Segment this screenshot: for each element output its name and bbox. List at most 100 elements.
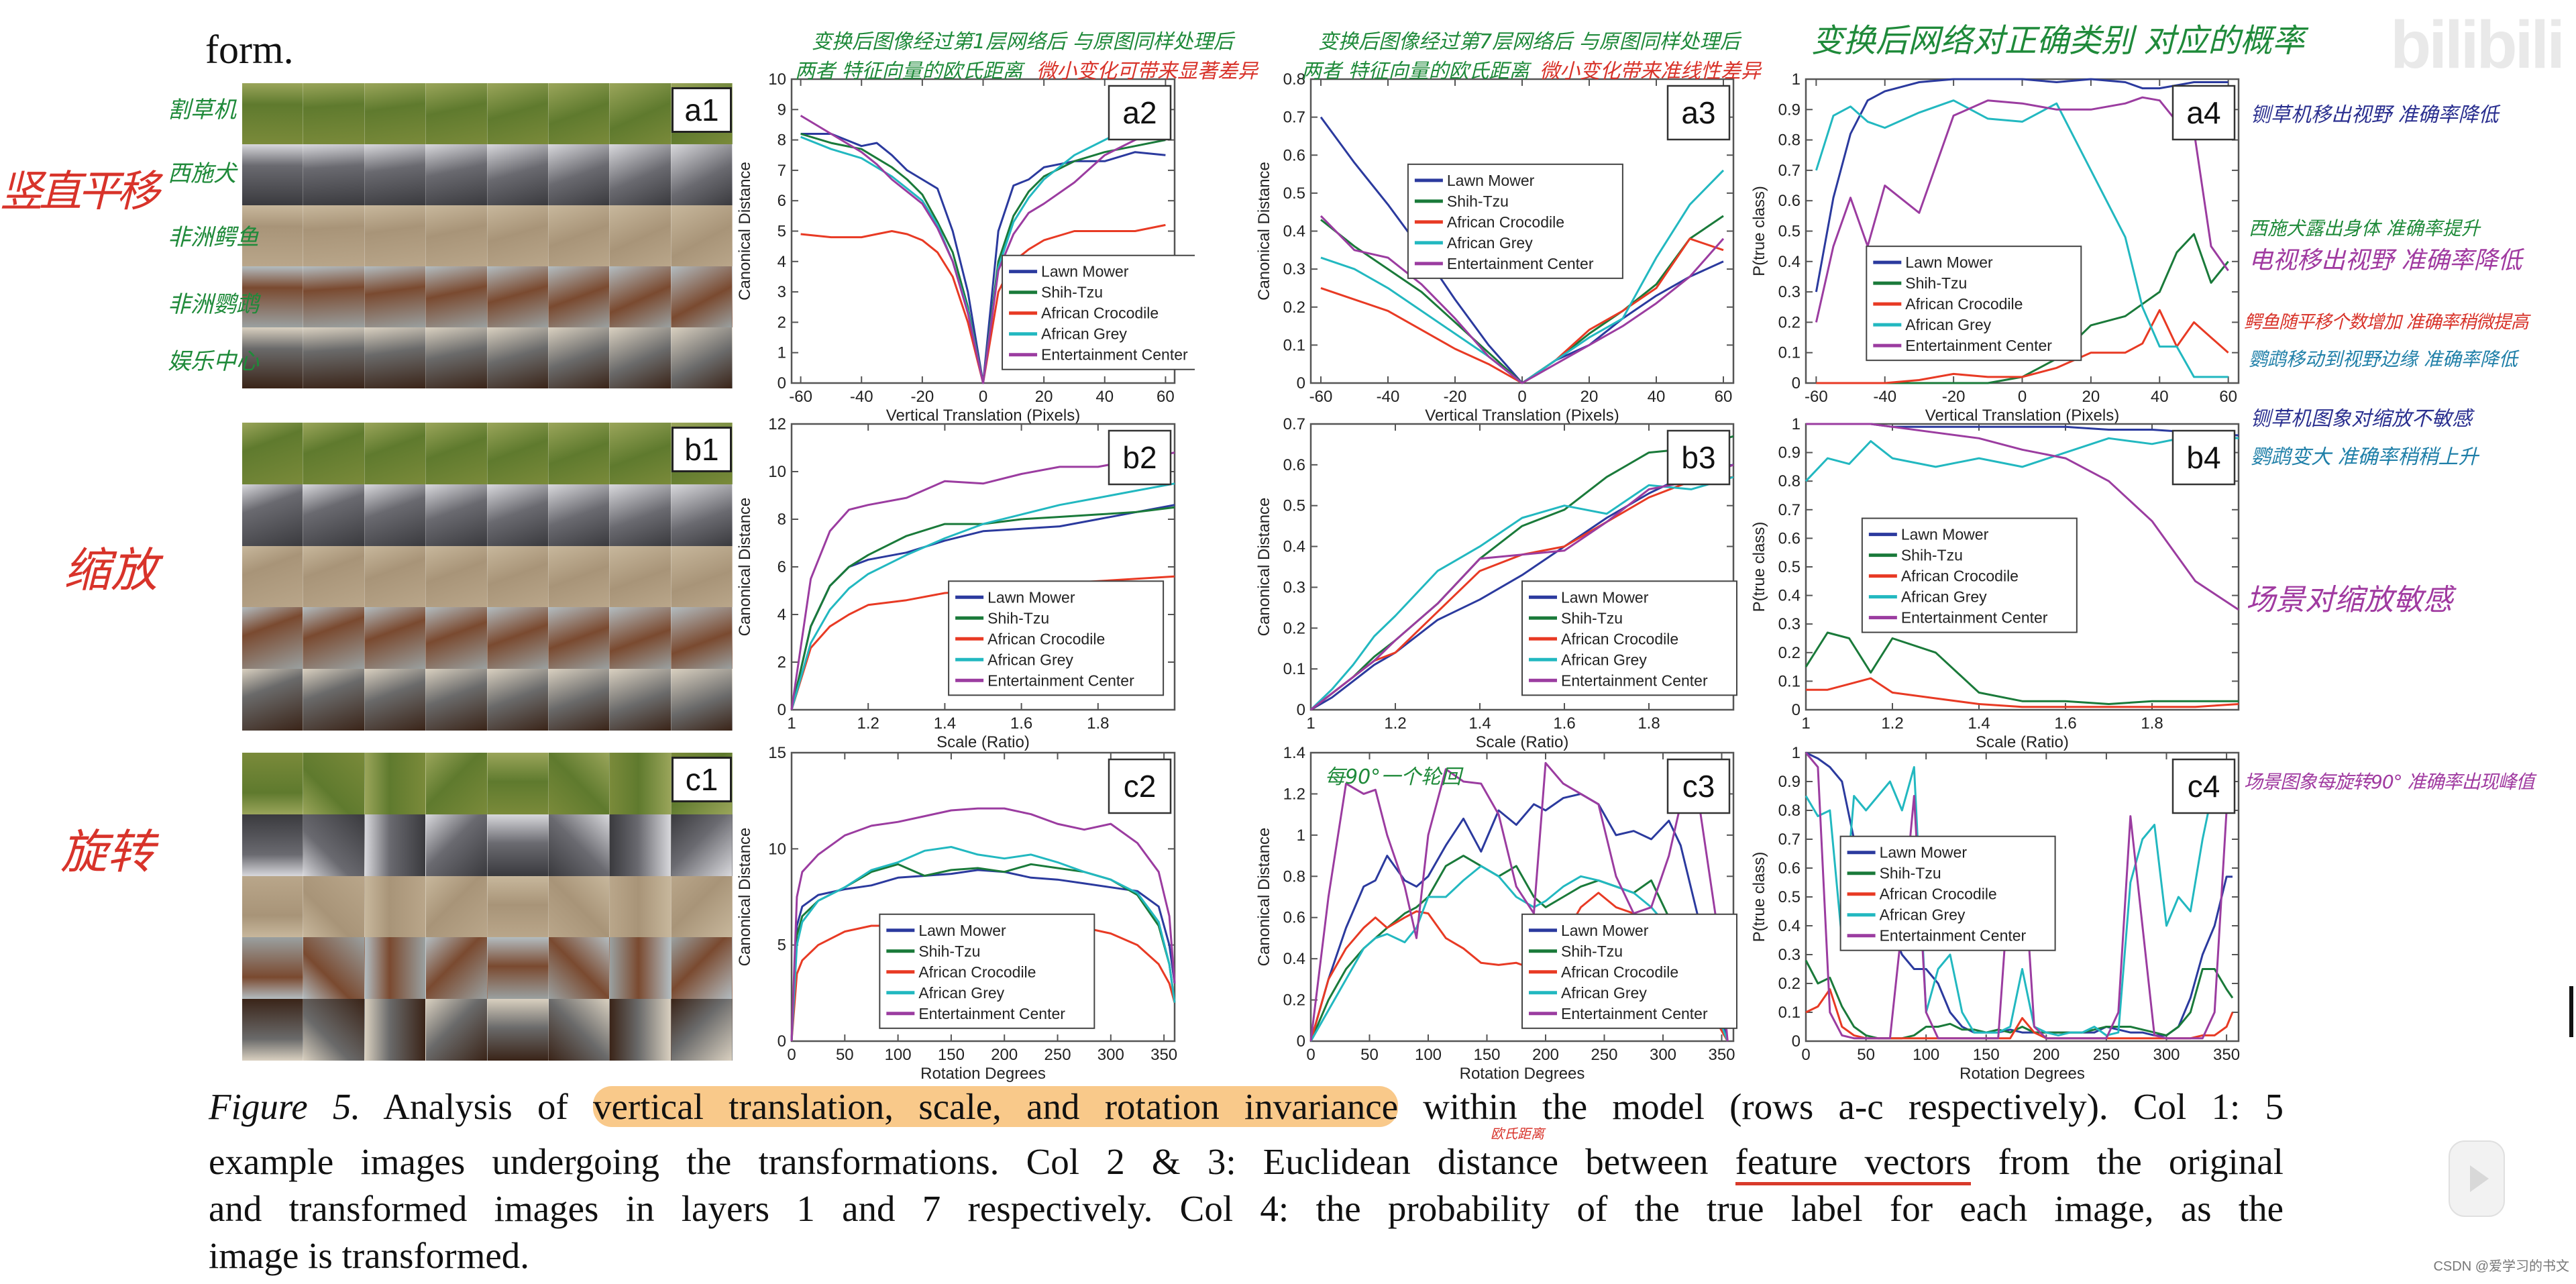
caption-line: and transformed images in layers 1 and 7… xyxy=(209,1188,2284,1229)
example-image-thumbnail xyxy=(426,327,488,388)
series-line-entertainment-center xyxy=(1310,464,1734,711)
example-image-thumbnail xyxy=(487,937,549,1000)
legend-entry: Shih-Tzu xyxy=(1561,609,1623,627)
y-tick-label: 0.4 xyxy=(1778,587,1801,605)
example-image-thumbnail xyxy=(610,875,672,938)
y-tick-label: 0.8 xyxy=(1778,472,1801,490)
a4-note: 西施犬露出身体 准确率提升 xyxy=(2249,217,2480,239)
play-button[interactable] xyxy=(2449,1140,2505,1217)
legend-entry: African Grey xyxy=(1905,316,1991,333)
csdn-watermark: CSDN @爱学习的书文 xyxy=(2433,1259,2569,1274)
row-label-rotation: 旋转 xyxy=(60,824,154,879)
x-tick-label: 50 xyxy=(1360,1046,1379,1064)
series-line-african-grey xyxy=(1805,766,2234,1036)
legend-entry: Entertainment Center xyxy=(1041,346,1188,364)
legend-entry: African Grey xyxy=(1447,234,1533,252)
example-image-thumbnail xyxy=(548,144,610,205)
b4-note: 场景对缩放敏感 xyxy=(2246,583,2453,617)
panel-label: b2 xyxy=(1122,440,1157,475)
example-image-thumbnail xyxy=(487,669,549,731)
example-image-thumbnail xyxy=(671,814,733,876)
x-tick-label: 100 xyxy=(1415,1046,1442,1064)
x-tick-label: 1.6 xyxy=(1010,714,1032,733)
legend-entry: African Crocodile xyxy=(1447,213,1564,231)
y-tick-label: 0.6 xyxy=(1283,909,1305,927)
panel-label: a2 xyxy=(1122,95,1157,130)
chart-b3: 1 1.2 1.4 1.6 1.8 0 0.1 0.2 0.3 0.4 0.5 0.6 0.7 Scale… xyxy=(1255,415,1737,751)
y-tick-label: 0.6 xyxy=(1778,529,1801,547)
x-tick-label: 40 xyxy=(1095,388,1114,406)
legend-entry: African Crocodile xyxy=(1041,305,1159,322)
legend-entry: Shih-Tzu xyxy=(1041,284,1103,301)
x-tick-label: 0 xyxy=(1517,388,1526,406)
panel-label-box xyxy=(1108,85,1172,141)
y-tick-label: 0.7 xyxy=(1778,501,1801,519)
caption-line: image is transformed. xyxy=(209,1235,530,1276)
y-tick-label: 0.2 xyxy=(1778,644,1801,662)
example-image-thumbnail xyxy=(487,205,549,266)
y-tick-label: 0.8 xyxy=(1283,70,1305,89)
y-tick-label: 0.6 xyxy=(1778,192,1801,210)
legend-entry: African Crocodile xyxy=(1880,886,1997,903)
x-tick-label: 1.4 xyxy=(934,714,956,733)
y-tick-label: 1 xyxy=(1792,415,1801,433)
legend-entry: Shih-Tzu xyxy=(1447,193,1509,210)
example-image-thumbnail xyxy=(303,937,365,1000)
x-tick-label: 0 xyxy=(2018,388,2027,406)
example-image-thumbnail xyxy=(671,545,733,608)
legend-box xyxy=(1861,517,2078,633)
y-tick-label: 3 xyxy=(777,283,786,301)
example-image-thumbnail xyxy=(548,999,610,1061)
example-image-thumbnail xyxy=(364,814,427,876)
a4-note: 铡草机移出视野 准确率降低 xyxy=(2251,103,2499,127)
example-image-thumbnail xyxy=(364,266,427,327)
b4-note: 铡草机图象对缩放不敏感 xyxy=(2251,407,2472,431)
legend-box xyxy=(1521,913,1737,1029)
legend-entry: Entertainment Center xyxy=(987,672,1134,689)
panel-label-box xyxy=(2171,758,2236,814)
example-image-thumbnail xyxy=(364,83,427,144)
y-tick-label: 15 xyxy=(768,744,786,762)
legend-entry: Shih-Tzu xyxy=(1901,547,1963,564)
y-tick-label: 8 xyxy=(777,511,786,529)
chart-a4: -60 -40 -20 0 20 40 60 0 0.1 0.2 0.3 0.4 0.5 0.6 0.7 0.… xyxy=(1750,70,2240,425)
y-tick-label: 0 xyxy=(777,1032,786,1051)
x-tick-label: -40 xyxy=(850,388,873,406)
legend-entry: Lawn Mower xyxy=(1905,254,1993,271)
example-image-thumbnail xyxy=(242,999,304,1061)
example-image-grid xyxy=(242,423,733,731)
x-tick-label: 20 xyxy=(2082,388,2100,406)
panel-label-box xyxy=(1666,85,1731,141)
a4-note: 鳄鱼随平移个数增加 准确率稍微提高 xyxy=(2244,312,2529,333)
example-image-thumbnail xyxy=(487,327,549,388)
x-tick-label: 300 xyxy=(1650,1046,1676,1064)
series-line-african-grey xyxy=(1309,476,1734,711)
example-image-thumbnail xyxy=(364,753,427,814)
x-axis-label: Rotation Degrees xyxy=(1460,1065,1585,1083)
c4-note: 场景图象每旋转90° 准确率出现峰值 xyxy=(2244,771,2535,793)
example-image-thumbnail xyxy=(426,83,488,144)
legend-entry: African Grey xyxy=(1561,651,1647,668)
panel-label-box xyxy=(1666,758,1731,814)
series-line-entertainment-center xyxy=(800,115,1166,384)
y-tick-label: 0.5 xyxy=(1778,558,1801,576)
x-tick-label: 20 xyxy=(1035,388,1053,406)
figure-number: Figure 5. xyxy=(209,1086,361,1127)
example-image-thumbnail xyxy=(242,266,304,327)
x-axis-label: Rotation Degrees xyxy=(920,1065,1046,1083)
x-tick-label: 60 xyxy=(1157,388,1175,406)
y-tick-label: 10 xyxy=(768,70,786,89)
y-tick-label: 0.1 xyxy=(1778,672,1801,690)
x-axis-label: Vertical Translation (Pixels) xyxy=(1425,407,1619,425)
y-tick-label: 0 xyxy=(1792,1032,1801,1051)
x-axis-label: Rotation Degrees xyxy=(1960,1065,2085,1083)
y-tick-label: 0.2 xyxy=(1283,619,1305,637)
series-line-african-crocodile xyxy=(1806,677,2239,708)
y-tick-label: 0.7 xyxy=(1283,109,1305,127)
y-tick-label: 0 xyxy=(777,374,786,392)
y-tick-label: 0.1 xyxy=(1778,344,1801,362)
example-image-thumbnail xyxy=(364,669,427,731)
example-image-thumbnail xyxy=(610,144,672,205)
example-image-thumbnail xyxy=(548,205,610,266)
legend-entry: African Grey xyxy=(1880,906,1966,924)
